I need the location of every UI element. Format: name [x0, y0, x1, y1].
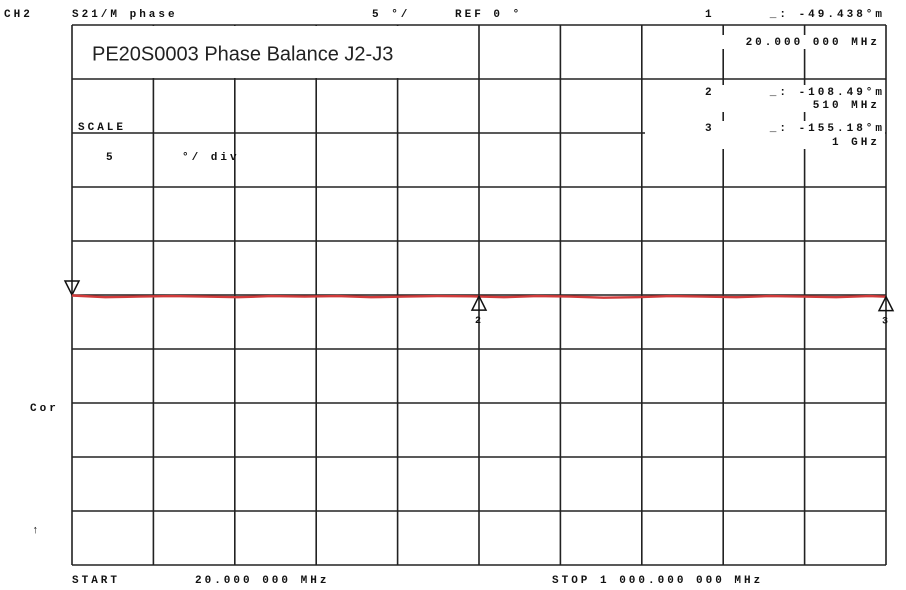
scale-value: 5 — [106, 152, 116, 164]
marker-name: 2 — [705, 87, 715, 99]
readout-bg — [645, 85, 885, 99]
readout-bg — [660, 135, 885, 149]
marker-frequency: 20.000 000 MHz — [746, 37, 880, 49]
marker-number: 3 — [882, 316, 891, 327]
trigger: ↑ — [32, 525, 42, 537]
marker-value: _: -108.49°m — [769, 87, 885, 99]
chart-title: PE20S0003 Phase Balance J2-J3 — [92, 43, 393, 65]
marker-name: 3 — [705, 123, 715, 135]
title-box — [73, 26, 478, 78]
grid — [71, 24, 887, 566]
scale-unit: °/ div — [182, 152, 240, 164]
marker-name: 1 — [705, 9, 715, 21]
readout-bg — [660, 98, 885, 112]
trace — [71, 294, 887, 299]
scale-header: 5 °/ — [372, 9, 410, 21]
marker-frequency: 510 MHz — [813, 100, 880, 112]
measurement: S21/M phase — [72, 9, 178, 21]
reference-marker — [63, 280, 81, 297]
stop-label: STOP 1 000.000 000 MHz — [552, 575, 763, 587]
marker-value: _: -155.18°m — [769, 123, 885, 135]
readout-bg — [645, 121, 885, 135]
ref-label: REF 0 ° — [455, 9, 522, 21]
start-label: START — [72, 575, 120, 587]
marker-number: 2 — [475, 316, 484, 327]
readout-bg — [660, 35, 885, 49]
correction: Cor — [30, 403, 59, 415]
marker — [877, 294, 895, 312]
channel: CH2 — [4, 9, 33, 21]
marker-frequency: 1 GHz — [832, 137, 880, 149]
marker-value: _: -49.438°m — [769, 9, 885, 21]
scale-title: SCALE — [78, 122, 126, 134]
start-value: 20.000 000 MHz — [195, 575, 329, 587]
marker — [470, 294, 488, 311]
